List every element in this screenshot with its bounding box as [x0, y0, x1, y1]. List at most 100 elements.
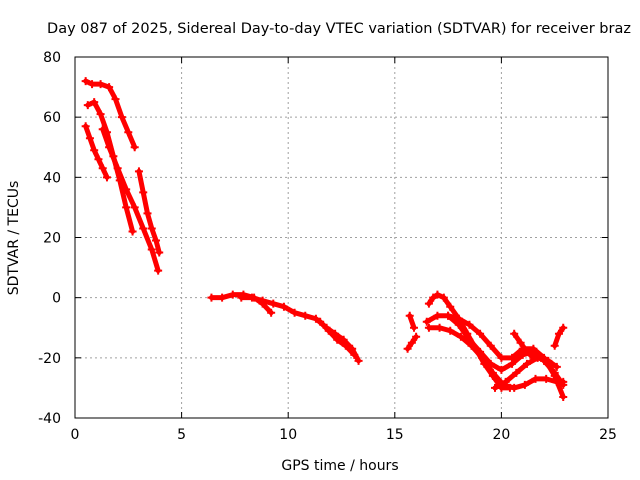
data-point	[544, 356, 553, 365]
data-point	[152, 236, 161, 245]
data-point	[113, 164, 122, 173]
data-point	[550, 371, 559, 380]
series-arc-17	[550, 323, 568, 350]
x-axis-label: GPS time / hours	[281, 458, 398, 474]
data-point	[105, 143, 114, 152]
data-point	[111, 95, 120, 104]
y-tick-label: 60	[43, 110, 61, 126]
data-point	[147, 245, 156, 254]
data-point	[228, 290, 237, 299]
data-point	[130, 143, 139, 152]
data-point	[122, 203, 131, 212]
data-point	[405, 311, 414, 320]
series-line	[100, 126, 161, 274]
data-point	[301, 311, 310, 320]
data-point	[520, 380, 529, 389]
data-point	[88, 80, 97, 89]
data-point	[290, 308, 299, 317]
x-tick-label: 15	[386, 427, 404, 443]
data-point	[488, 368, 497, 377]
data-point	[105, 83, 114, 92]
data-point	[497, 353, 506, 362]
data-point	[529, 353, 538, 362]
y-tick-label: 80	[43, 50, 61, 66]
y-tick-label: -20	[38, 351, 61, 367]
data-point	[258, 296, 267, 305]
series-arc-2	[83, 98, 137, 236]
data-point	[124, 128, 133, 137]
data-point	[454, 314, 463, 323]
data-point	[85, 134, 94, 143]
x-tick-label: 10	[279, 427, 297, 443]
data-point	[403, 344, 412, 353]
data-point	[269, 299, 278, 308]
data-point	[147, 224, 156, 233]
data-point	[155, 248, 164, 257]
data-point	[139, 188, 148, 197]
y-tick-label: 20	[43, 231, 61, 247]
data-point	[354, 356, 363, 365]
series-arc-7	[237, 293, 363, 365]
series-arc-3	[81, 122, 111, 182]
data-point	[456, 332, 465, 341]
data-point	[350, 350, 359, 359]
chart-title: Day 087 of 2025, Sidereal Day-to-day VTE…	[47, 21, 631, 37]
data-point	[83, 101, 92, 110]
data-point	[333, 335, 342, 344]
data-point	[522, 359, 531, 368]
data-point	[81, 77, 90, 86]
data-point	[154, 266, 163, 275]
data-point	[444, 311, 453, 320]
data-point	[542, 374, 551, 383]
data-point	[128, 227, 137, 236]
data-point	[117, 113, 126, 122]
data-point	[96, 110, 105, 119]
data-point	[510, 383, 519, 392]
data-point	[218, 293, 227, 302]
data-point	[486, 359, 495, 368]
data-point	[81, 122, 90, 131]
data-point	[237, 293, 246, 302]
data-point	[446, 302, 455, 311]
series-arc-16	[510, 329, 538, 362]
x-tick-label: 25	[599, 427, 617, 443]
series-arc-5	[134, 167, 164, 257]
series-arc-10	[403, 332, 421, 353]
data-point	[512, 368, 521, 377]
data-point	[486, 341, 495, 350]
data-point	[476, 347, 485, 356]
data-point	[267, 308, 276, 317]
data-point	[143, 209, 152, 218]
data-point	[90, 98, 99, 107]
series-line	[238, 295, 362, 364]
data-point	[94, 155, 103, 164]
data-point	[424, 299, 433, 308]
data-point	[130, 203, 139, 212]
data-point	[435, 323, 444, 332]
data-point	[501, 377, 510, 386]
data-point	[279, 302, 288, 311]
data-point	[446, 326, 455, 335]
series-arc-9	[405, 311, 418, 332]
data-point	[316, 317, 325, 326]
data-point	[531, 374, 540, 383]
data-point	[122, 185, 131, 194]
data-point	[311, 314, 320, 323]
data-point	[433, 311, 442, 320]
data-point	[552, 362, 561, 371]
data-point	[96, 80, 105, 89]
data-point	[550, 341, 559, 350]
series-line	[511, 331, 536, 361]
x-tick-label: 0	[71, 427, 80, 443]
x-tick-label: 5	[177, 427, 186, 443]
data-point	[98, 125, 107, 134]
grid	[75, 57, 608, 418]
axes: 0 5 10 15 20 25 -40 -20 0 20 40 60 80	[38, 50, 617, 443]
data-point	[439, 293, 448, 302]
data-point	[412, 332, 421, 341]
data-point	[98, 164, 107, 173]
data-point	[134, 167, 143, 176]
y-tick-label: 0	[52, 291, 61, 307]
data-point	[476, 329, 485, 338]
